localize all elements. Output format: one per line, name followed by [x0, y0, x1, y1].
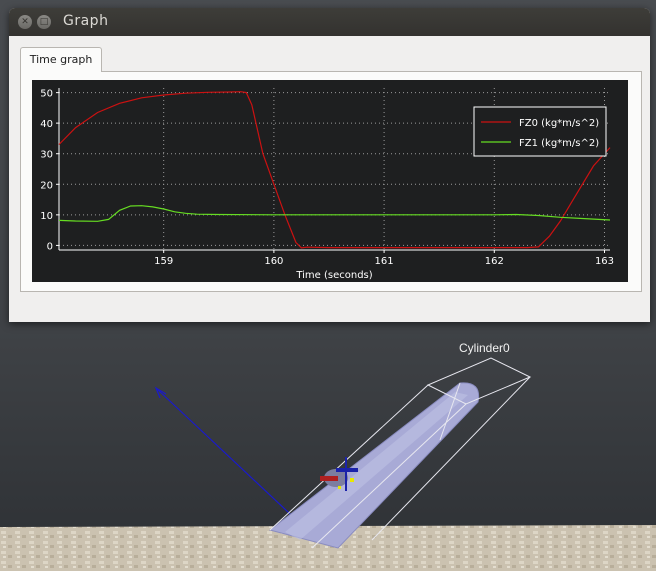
- legend-label-1: FZ1 (kg*m/s^2): [519, 138, 599, 149]
- series-line-0: [58, 91, 611, 249]
- x-tick-label: 159: [154, 256, 173, 267]
- legend-box: [473, 106, 607, 157]
- close-button[interactable]: ✕: [18, 15, 32, 29]
- time-graph-chart: 0 10 20 30 40 50 159 160 161 162 163 Time (seconds)…: [40, 88, 614, 281]
- y-tick-label: 50: [40, 89, 53, 100]
- x-tick-label: 162: [485, 256, 504, 267]
- tab-time-graph[interactable]: Time graph: [20, 47, 102, 72]
- close-icon: ✕: [21, 17, 29, 27]
- graph-window: ✕ □ Graph Time graph 0 10 20 30 40 50 159 160 16…: [9, 8, 650, 322]
- y-tick-label: 20: [40, 180, 53, 191]
- cylinder-label: Cylinder0: [459, 341, 510, 355]
- cylinder-bounding-box: [269, 357, 532, 549]
- legend-label-0: FZ0 (kg*m/s^2): [519, 118, 599, 129]
- maximize-icon: □: [39, 17, 49, 27]
- ground-plane: [0, 525, 656, 571]
- x-tick-label: 160: [264, 256, 283, 267]
- maximize-button[interactable]: □: [37, 15, 51, 29]
- y-tick-label: 10: [40, 211, 53, 222]
- y-tick-label: 30: [40, 150, 53, 161]
- y-tick-label: 40: [40, 119, 53, 130]
- y-tick-label: 0: [47, 241, 53, 252]
- x-tick-label: 161: [375, 256, 394, 267]
- plot-area[interactable]: 0 10 20 30 40 50 159 160 161 162 163 Time (seconds)…: [32, 80, 628, 282]
- time-graph-pane: 0 10 20 30 40 50 159 160 161 162 163 Time (seconds)…: [20, 71, 642, 292]
- x-axis-label: Time (seconds): [295, 270, 372, 281]
- window-title: Graph: [63, 13, 109, 29]
- axis-arrow-head: [154, 386, 167, 399]
- x-tick-label: 163: [595, 256, 614, 267]
- axis-arrow-line: [155, 387, 306, 529]
- tab-time-graph-label: Time graph: [29, 53, 93, 66]
- series-line-1: [58, 205, 611, 222]
- joint-marker[interactable]: [320, 457, 358, 491]
- title-bar[interactable]: ✕ □ Graph: [9, 8, 650, 36]
- cylinder-highlight: [285, 392, 468, 540]
